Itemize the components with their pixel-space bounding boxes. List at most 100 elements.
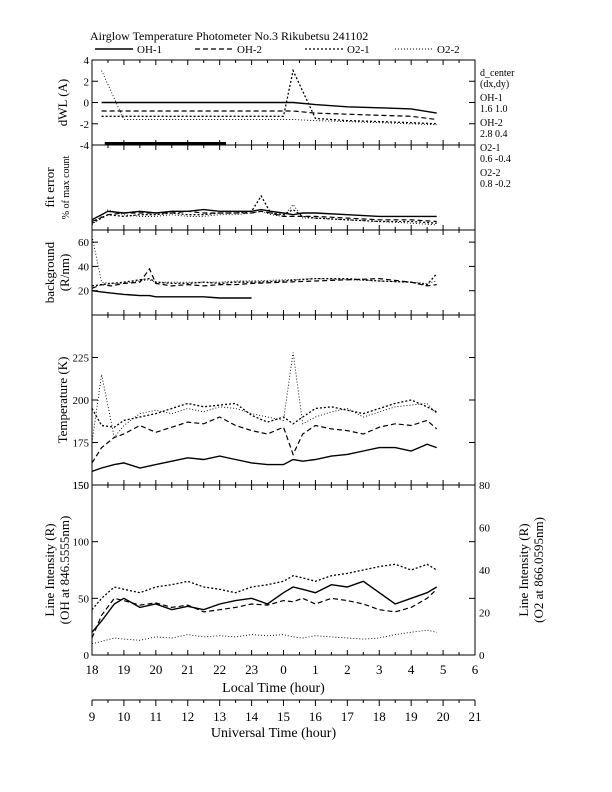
y-right-tick-label: 20 — [479, 608, 491, 620]
series-o2-2 — [91, 203, 437, 226]
legend: OH-1 OH-2 O2-1 O2-2 — [95, 44, 460, 56]
y-right-tick-label: 40 — [479, 565, 491, 577]
side-note-name: OH-1 — [480, 93, 503, 104]
local-time-tick-label: 0 — [280, 662, 287, 677]
y-tick-label: 0 — [84, 98, 90, 110]
universal-time-tick-label: 17 — [341, 709, 355, 724]
panels: -4 -2 0 2 4 dWL (A) fit error % of max count 20 4… — [42, 55, 546, 662]
local-time-tick-label: 20 — [149, 662, 162, 677]
series-oh-1 — [101, 101, 437, 114]
universal-time-tick-label: 21 — [469, 709, 482, 724]
side-notes: d_center(dx,dy) OH-11.6 1.0 OH-22.8 0.4 O2-… — [480, 68, 515, 190]
local-time-tick-label: 5 — [440, 662, 447, 677]
series-o2-1 — [91, 399, 438, 428]
legend-label-oh-1: OH-1 — [137, 44, 162, 56]
y-tick-label: 225 — [73, 353, 90, 365]
series-o2-1 — [91, 273, 438, 287]
local-time-axis-label: Local Time (hour) — [222, 681, 325, 696]
universal-time-tick-label: 9 — [89, 709, 96, 724]
universal-time-tick-label: 13 — [213, 709, 226, 724]
y-tick-label: -4 — [80, 140, 90, 152]
y-right-axis-label: Line Intensity (R) — [516, 523, 531, 616]
local-time-tick-label: 19 — [117, 662, 130, 677]
side-note-value: 0.6 -0.4 — [480, 154, 511, 165]
series-o2-2 — [101, 70, 437, 126]
series-o2-2 — [91, 629, 437, 645]
legend-label-oh-2: OH-2 — [237, 44, 262, 56]
series-oh-1 — [91, 208, 437, 221]
panel-fit-error: fit error % of max count — [42, 144, 476, 231]
series-oh-2 — [101, 110, 437, 121]
y-tick-label: 2 — [84, 76, 90, 88]
universal-time-tick-label: 18 — [373, 709, 386, 724]
series-oh-1 — [91, 580, 438, 633]
local-time-tick-label: 3 — [376, 662, 383, 677]
local-time-tick-label: 6 — [472, 662, 479, 677]
y-right-tick-label: 0 — [479, 650, 485, 662]
local-time-tick-label: 4 — [408, 662, 415, 677]
side-note-header: d_center — [480, 68, 515, 79]
y-tick-label: 150 — [73, 480, 90, 492]
y-tick-label: 50 — [78, 593, 90, 605]
y-axis-label: fit error — [42, 167, 57, 208]
universal-time-tick-label: 14 — [245, 709, 259, 724]
universal-time-axis-label: Universal Time (hour) — [211, 726, 337, 741]
y-axis-label-secondary: % of max count — [61, 155, 72, 219]
side-note-subheader: (dx,dy) — [480, 79, 509, 90]
series-o2-1 — [91, 194, 437, 224]
chart-title: Airglow Temperature Photometer No.3 Riku… — [90, 29, 368, 43]
universal-time-tick-label: 15 — [277, 709, 290, 724]
y-tick-label: 0 — [84, 650, 90, 662]
legend-label-o2-2: O2-2 — [437, 44, 460, 56]
panel-frame — [91, 484, 476, 656]
series-oh-2 — [91, 588, 438, 639]
y-axis-label-secondary: (OH at 846.5555nm) — [57, 516, 72, 625]
universal-time-tick-label: 10 — [117, 709, 130, 724]
y-axis-label-secondary: (R/nm) — [57, 254, 72, 292]
y-tick-label: 4 — [84, 55, 90, 67]
side-note-name: OH-2 — [480, 118, 503, 129]
series-oh-2 — [91, 267, 437, 289]
side-note-value: 2.8 0.4 — [480, 129, 508, 140]
panel-frame — [91, 314, 476, 486]
local-time-tick-label: 22 — [213, 662, 226, 677]
y-tick-label: 100 — [73, 537, 90, 549]
side-note-value: 1.6 1.0 — [480, 104, 508, 115]
panel-frame — [91, 144, 476, 231]
local-time-tick-label: 23 — [245, 662, 258, 677]
side-note-value: 0.8 -0.2 — [480, 179, 511, 190]
panel-dwl: -4 -2 0 2 4 dWL (A) — [55, 55, 476, 152]
series-o2-1 — [91, 563, 438, 611]
local-time-tick-label: 21 — [181, 662, 194, 677]
y-tick-label: 200 — [73, 395, 90, 407]
y-right-tick-label: 60 — [479, 523, 491, 535]
series-oh-2 — [91, 416, 438, 464]
side-note-name: O2-1 — [480, 143, 501, 154]
y-tick-label: -2 — [80, 119, 89, 131]
y-right-tick-label: 80 — [479, 480, 491, 492]
y-axis-label: Temperature (K) — [55, 357, 70, 444]
universal-time-tick-label: 11 — [150, 709, 163, 724]
universal-time-tick-label: 19 — [405, 709, 418, 724]
panel-background: 20 40 60 background (R/nm) — [42, 229, 476, 316]
series-o2-2 — [91, 352, 438, 443]
legend-label-o2-1: O2-1 — [347, 44, 370, 56]
series-oh-1 — [91, 443, 437, 473]
side-note-name: O2-2 — [480, 168, 501, 179]
series-o2-2 — [91, 236, 437, 284]
y-tick-label: 150 — [73, 480, 90, 492]
y-tick-label: 60 — [78, 237, 90, 249]
y-tick-label: 20 — [78, 286, 90, 298]
y-axis-label: Line Intensity (R) — [42, 523, 57, 616]
y-tick-label: 175 — [73, 438, 90, 450]
universal-time-tick-label: 20 — [437, 709, 450, 724]
series-o2-1 — [101, 68, 437, 125]
y-tick-label: 40 — [78, 261, 90, 273]
local-time-tick-label: 18 — [86, 662, 99, 677]
y-right-axis-label-secondary: (O2 at 866.0595nm) — [531, 517, 546, 623]
universal-time-tick-label: 16 — [309, 709, 323, 724]
